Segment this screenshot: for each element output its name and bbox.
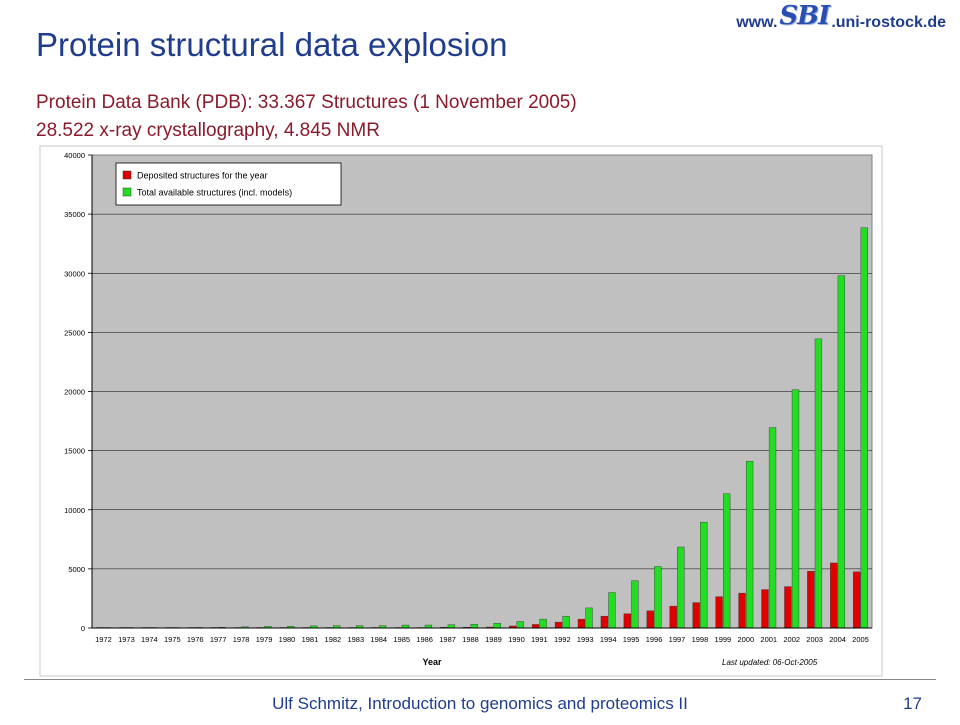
legend-box	[115, 162, 342, 206]
bar-total	[860, 227, 868, 629]
bar-deposited	[554, 621, 563, 629]
y-tick-label: 20000	[64, 388, 85, 397]
x-tick-label: 1982	[325, 635, 342, 644]
sbi-logo: www. SBI .uni-rostock.de	[736, 1, 946, 32]
y-tick-label: 10000	[64, 506, 85, 515]
bar-deposited	[738, 592, 746, 629]
bar-total	[539, 618, 547, 629]
legend-swatch	[122, 187, 132, 197]
bar-deposited	[623, 613, 631, 629]
x-tick-label: 1996	[646, 635, 663, 644]
bar-total	[814, 338, 823, 629]
bar-deposited	[715, 596, 723, 629]
bar-total	[608, 592, 616, 629]
footer-divider	[24, 679, 936, 680]
x-tick-label: 1973	[118, 635, 135, 644]
bar-deposited	[807, 571, 815, 629]
x-tick-label: 2003	[806, 635, 823, 644]
y-tick-label: 35000	[64, 210, 85, 219]
logo-prefix: www.	[736, 14, 778, 31]
y-tick-label: 25000	[64, 328, 85, 337]
bar-total	[837, 275, 846, 629]
bar-deposited	[646, 610, 654, 629]
x-tick-label: 1984	[370, 635, 387, 644]
bar-deposited	[669, 605, 677, 629]
x-tick-label: 1994	[600, 635, 617, 644]
bar-deposited	[830, 562, 838, 629]
bar-total	[631, 580, 639, 629]
x-tick-label: 1987	[439, 635, 456, 644]
bar-total	[654, 566, 662, 629]
logo-suffix: .uni-rostock.de	[831, 14, 946, 31]
bar-total	[791, 389, 800, 629]
bar-deposited	[761, 589, 769, 629]
x-tick-label: 2001	[760, 635, 777, 644]
footer-credit: Ulf Schmitz, Introduction to genomics an…	[272, 694, 688, 713]
x-tick-label: 1998	[692, 635, 709, 644]
x-tick-label: 1980	[279, 635, 296, 644]
x-tick-label: 2002	[783, 635, 800, 644]
subtitle-method-breakdown: 28.522 x-ray crystallography, 4.845 NMR	[36, 120, 380, 141]
page-number: 17	[903, 694, 922, 713]
bar-total	[768, 427, 777, 629]
y-tick-label: 0	[81, 624, 85, 633]
y-tick-label: 30000	[64, 269, 85, 278]
x-tick-label: 1992	[554, 635, 571, 644]
bar-total	[723, 493, 731, 629]
bar-total	[516, 621, 524, 629]
x-tick-label: 1997	[669, 635, 686, 644]
bar-deposited	[853, 571, 861, 629]
x-tick-label: 1976	[187, 635, 204, 644]
bar-deposited	[600, 615, 609, 629]
bar-total	[562, 615, 570, 629]
x-tick-label: 1993	[577, 635, 594, 644]
x-tick-label: 1988	[462, 635, 479, 644]
x-tick-label: 2005	[852, 635, 869, 644]
bar-total	[745, 461, 754, 629]
legend-label: Total available structures (incl. models…	[137, 188, 292, 198]
bar-total	[677, 546, 685, 629]
slide-title: Protein structural data explosion	[36, 26, 508, 63]
x-tick-label: 1974	[141, 635, 158, 644]
bar-total	[493, 623, 501, 629]
bar-total	[585, 607, 593, 629]
x-tick-label: 2000	[737, 635, 754, 644]
bar-deposited	[784, 586, 792, 629]
x-tick-label: 1977	[210, 635, 227, 644]
bar-total	[700, 521, 708, 629]
x-tick-label: 1999	[715, 635, 732, 644]
x-tick-label: 1995	[623, 635, 640, 644]
x-tick-label: 1985	[393, 635, 410, 644]
x-tick-label: 1986	[416, 635, 433, 644]
x-tick-label: 1972	[95, 635, 112, 644]
bar-deposited	[577, 618, 586, 629]
x-tick-label: 1990	[508, 635, 525, 644]
x-tick-label: 2004	[829, 635, 846, 644]
x-axis-title: Year	[422, 657, 442, 667]
legend-label: Deposited structures for the year	[137, 171, 268, 181]
x-tick-label: 1989	[485, 635, 502, 644]
logo-mark: SBI	[779, 1, 830, 31]
x-tick-label: 1978	[233, 635, 250, 644]
y-tick-label: 15000	[64, 447, 85, 456]
x-tick-label: 1991	[531, 635, 548, 644]
bar-deposited	[692, 602, 700, 629]
subtitle-pdb-count: Protein Data Bank (PDB): 33.367 Structur…	[36, 92, 577, 113]
y-tick-label: 40000	[64, 151, 85, 160]
x-tick-label: 1981	[302, 635, 319, 644]
last-updated-note: Last updated: 06-Oct-2005	[722, 658, 818, 667]
x-tick-label: 1975	[164, 635, 181, 644]
y-tick-label: 5000	[68, 565, 85, 574]
bar-total	[470, 624, 478, 629]
bar-deposited	[531, 624, 540, 629]
legend-swatch	[122, 170, 132, 180]
x-tick-label: 1983	[347, 635, 364, 644]
x-tick-label: 1979	[256, 635, 273, 644]
